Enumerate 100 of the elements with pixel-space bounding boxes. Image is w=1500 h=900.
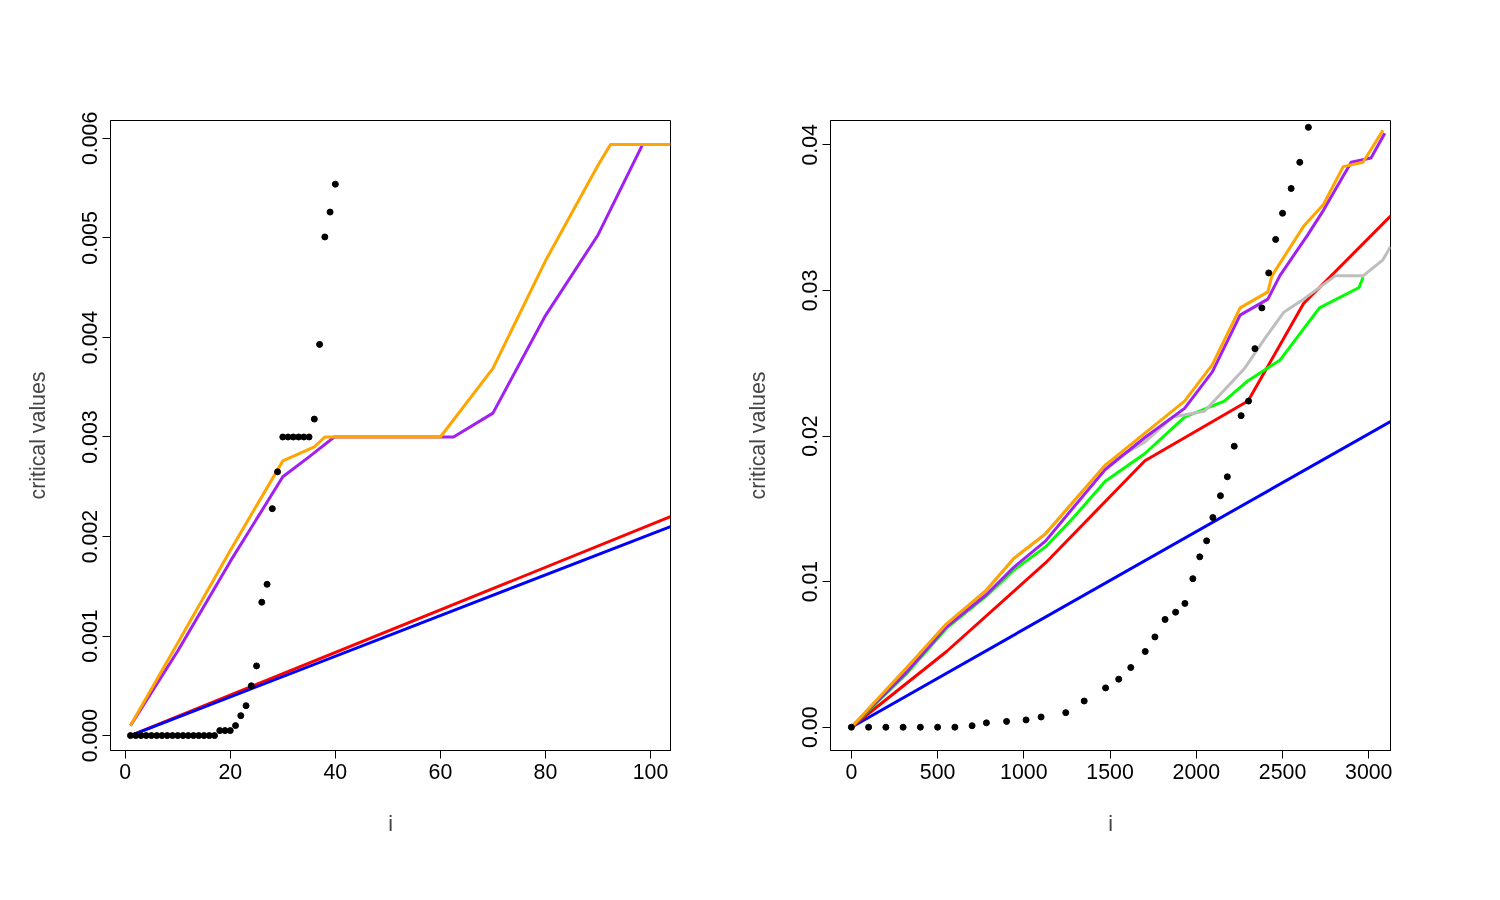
y-tick-label: 0.002 — [78, 509, 103, 564]
point — [221, 727, 229, 735]
point — [284, 433, 292, 441]
point — [289, 433, 297, 441]
point — [1230, 442, 1238, 450]
point — [1141, 648, 1149, 655]
point — [1003, 717, 1011, 725]
x-tick-label: 80 — [533, 759, 558, 784]
point — [1161, 615, 1169, 623]
x-tick-label: 100 — [632, 759, 669, 784]
point — [1062, 709, 1070, 717]
y-tick-label: 0.04 — [798, 123, 823, 166]
x-tick-label: 60 — [428, 759, 453, 784]
point — [916, 723, 924, 731]
point — [1203, 537, 1211, 545]
x-tick-label: 500 — [919, 759, 956, 784]
y-tick-label: 0.006 — [78, 111, 103, 166]
point — [216, 727, 224, 735]
y-axis-title: critical values — [745, 371, 770, 500]
point — [158, 732, 166, 740]
x-tick-label: 2000 — [1172, 759, 1221, 784]
point — [899, 723, 907, 731]
point — [1258, 304, 1266, 312]
point — [982, 719, 990, 727]
point — [310, 415, 318, 423]
point — [268, 505, 276, 513]
point — [253, 662, 261, 670]
point — [1272, 235, 1280, 243]
point — [1209, 514, 1217, 522]
point — [237, 712, 245, 720]
point — [305, 433, 313, 441]
y-tick-label: 0.001 — [78, 609, 103, 663]
y-tick-label: 0.00 — [798, 706, 823, 748]
x-tick-label: 2500 — [1258, 759, 1307, 784]
point — [321, 233, 329, 241]
y-tick-label: 0.02 — [798, 415, 823, 457]
point — [1245, 397, 1253, 405]
point — [242, 702, 250, 710]
point — [179, 732, 187, 740]
point — [331, 180, 339, 188]
point — [190, 732, 197, 740]
x-axis-title: i — [388, 811, 393, 836]
point — [1287, 185, 1295, 192]
x-tick-label: 3000 — [1345, 759, 1393, 784]
point — [1296, 158, 1304, 166]
point — [1037, 713, 1045, 721]
line-series — [128, 142, 671, 728]
point — [951, 723, 959, 731]
point — [1196, 553, 1204, 561]
point — [147, 732, 155, 740]
point — [1151, 633, 1159, 641]
x-tick-label: 20 — [218, 759, 243, 784]
x-tick-label: 1000 — [1000, 759, 1048, 784]
point — [1237, 412, 1245, 420]
point — [211, 732, 219, 740]
point — [132, 732, 140, 740]
point — [263, 580, 271, 588]
point — [247, 682, 255, 690]
point — [882, 723, 890, 731]
y-tick-label: 0.000 — [78, 708, 103, 763]
point — [1265, 269, 1273, 277]
point — [168, 732, 176, 740]
point — [1304, 123, 1312, 131]
point — [258, 598, 266, 606]
y-tick-label: 0.004 — [78, 310, 103, 365]
point — [1022, 716, 1030, 724]
x-tick-label: 1500 — [1086, 759, 1134, 784]
y-tick-label: 0.01 — [798, 560, 823, 603]
point — [316, 340, 324, 348]
point — [1102, 684, 1110, 692]
y-tick-label: 0.03 — [798, 269, 823, 312]
x-tick-label: 0 — [845, 759, 858, 784]
point — [1172, 608, 1180, 616]
point — [1216, 492, 1224, 500]
point — [865, 723, 873, 731]
point — [934, 723, 942, 731]
point — [295, 433, 303, 441]
point — [274, 468, 282, 476]
point — [1223, 473, 1231, 481]
point — [1181, 599, 1189, 607]
point — [226, 727, 234, 735]
point — [279, 433, 287, 441]
point — [137, 732, 145, 740]
point — [1115, 675, 1123, 683]
point — [1127, 664, 1135, 671]
x-tick-label: 40 — [323, 759, 348, 784]
point — [1080, 697, 1088, 705]
point — [326, 208, 334, 216]
point — [1251, 345, 1259, 353]
point — [300, 433, 308, 441]
point — [200, 732, 208, 740]
y-axis-title: critical values — [25, 371, 50, 500]
point — [232, 722, 240, 730]
point — [1279, 209, 1287, 217]
point — [1189, 575, 1197, 583]
y-tick-label: 0.003 — [78, 410, 103, 464]
x-tick-label: 0 — [119, 759, 132, 784]
x-axis-title: i — [1108, 811, 1113, 836]
point — [968, 722, 976, 730]
point — [847, 723, 855, 731]
